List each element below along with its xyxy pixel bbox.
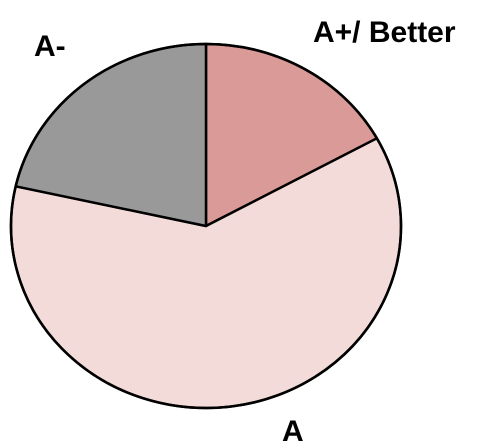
pie-outline <box>11 44 401 408</box>
slice-label-a: A <box>282 415 304 443</box>
pie-slices <box>9 42 403 410</box>
slice-label-a-minus: A- <box>34 30 66 63</box>
slice-label-a-plus-better: A+/ Better <box>313 16 456 49</box>
